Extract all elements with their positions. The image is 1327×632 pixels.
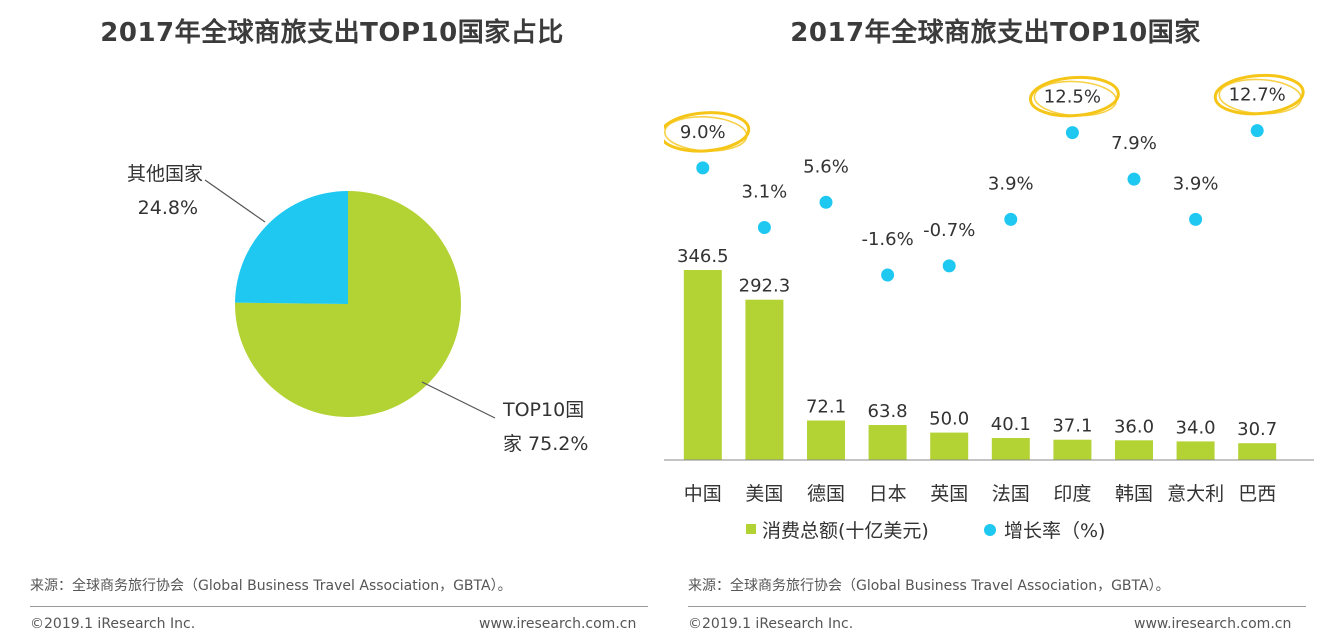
category-label-5: 法国 xyxy=(992,483,1030,505)
highlight-ring-inner-6 xyxy=(1033,80,1118,117)
category-label-6: 印度 xyxy=(1053,483,1091,505)
growth-dot-9 xyxy=(1250,124,1264,138)
growth-label-8: 3.9% xyxy=(1173,173,1219,194)
growth-dot-8 xyxy=(1189,212,1203,226)
pie-chart: TOP10国 家 75.2% 其他国家 24.8% xyxy=(127,163,588,455)
footer-divider-left xyxy=(30,606,648,607)
bar-label-9: 30.7 xyxy=(1237,419,1277,440)
pie-label-other-line2: 24.8% xyxy=(138,197,198,219)
bars xyxy=(683,270,1277,460)
bar-4 xyxy=(930,432,969,460)
bar-9 xyxy=(1238,443,1277,460)
copyright-right: ©2019.1 iResearch Inc. xyxy=(688,616,854,632)
category-label-0: 中国 xyxy=(684,483,722,505)
bar-chart: 346.5 292.3 72.1 63.8 50.0 40.1 37.1 36.0 34.0 30… xyxy=(664,73,1314,542)
bar-label-4: 50.0 xyxy=(929,409,969,430)
growth-label-4: -0.7% xyxy=(923,220,975,241)
bar-label-6: 37.1 xyxy=(1052,416,1092,437)
legend-dot-label: 增长率（%) xyxy=(1004,520,1105,542)
category-label-4: 英国 xyxy=(930,483,968,505)
pie-slice-0 xyxy=(235,191,462,417)
growth-dot-6 xyxy=(1065,126,1079,140)
category-label-2: 德国 xyxy=(807,483,845,505)
source-note-left: 来源：全球商务旅行协会（Global Business Travel Assoc… xyxy=(30,578,512,594)
category-label-1: 美国 xyxy=(745,483,783,505)
growth-dot-2 xyxy=(819,195,833,209)
pie-label-top10-line1: TOP10国 xyxy=(502,399,584,421)
growth-dot-3 xyxy=(881,268,895,282)
bar-8 xyxy=(1176,441,1215,460)
pie-slice-1 xyxy=(235,191,348,304)
growth-label-2: 5.6% xyxy=(803,156,849,177)
pie-label-other-line1: 其他国家 xyxy=(127,163,203,185)
category-label-8: 意大利 xyxy=(1167,483,1224,505)
growth-label-7: 7.9% xyxy=(1111,133,1157,154)
growth-label-6: 12.5% xyxy=(1044,87,1101,108)
bar-chart-title: 2017年全球商旅支出TOP10国家 xyxy=(790,18,1201,48)
category-label-9: 巴西 xyxy=(1238,483,1276,505)
growth-label-0: 9.0% xyxy=(680,122,726,143)
leader-line-other xyxy=(204,179,266,223)
bar-3 xyxy=(868,425,907,460)
bar-label-7: 36.0 xyxy=(1114,416,1154,437)
bar-value-labels: 346.5 292.3 72.1 63.8 50.0 40.1 37.1 36.0 34.0 30… xyxy=(677,246,1277,440)
bar-2 xyxy=(807,420,845,460)
bar-label-0: 346.5 xyxy=(677,246,729,267)
bar-5 xyxy=(991,438,1030,460)
growth-label-3: -1.6% xyxy=(861,229,913,250)
legend-dot-swatch xyxy=(984,524,996,536)
growth-value-labels: 9.0% 3.1% 5.6% -1.6% -0.7% 3.9% 12.5% 7.9% 3.9% 1… xyxy=(680,85,1286,250)
growth-dot-1 xyxy=(757,221,771,234)
highlight-circles xyxy=(664,73,1305,153)
growth-dot-4 xyxy=(942,259,956,273)
pie-slices xyxy=(235,191,462,417)
copyright-left: ©2019.1 iResearch Inc. xyxy=(30,616,196,632)
bar-label-5: 40.1 xyxy=(991,414,1031,435)
growth-dot-5 xyxy=(1004,212,1018,226)
growth-label-5: 3.9% xyxy=(988,173,1034,194)
left-panel: 2017年全球商旅支出TOP10国家占比 TOP10国 家 75.2% 其他国家… xyxy=(30,18,648,632)
bar-label-8: 34.0 xyxy=(1176,417,1216,438)
bar-6 xyxy=(1053,439,1092,460)
highlight-ring-inner-0 xyxy=(664,115,748,152)
bar-0 xyxy=(683,270,722,460)
category-label-7: 韩国 xyxy=(1115,483,1153,505)
bar-label-3: 63.8 xyxy=(868,401,908,422)
growth-label-1: 3.1% xyxy=(742,182,788,203)
legend-bar-swatch xyxy=(746,524,756,534)
category-label-3: 日本 xyxy=(869,483,907,505)
bar-label-1: 292.3 xyxy=(739,276,791,297)
bar-7 xyxy=(1115,440,1153,460)
growth-label-9: 12.7% xyxy=(1229,85,1286,106)
category-labels: 中国 美国 德国 日本 英国 法国 印度 韩国 意大利 巴西 xyxy=(684,483,1276,505)
bar-label-2: 72.1 xyxy=(806,397,846,418)
footer-divider-right xyxy=(688,606,1306,607)
website-left: www.iresearch.com.cn xyxy=(479,616,637,632)
right-panel: 2017年全球商旅支出TOP10国家 346.5 292.3 72.1 63.8 50.… xyxy=(664,0,1327,632)
leader-line-top10 xyxy=(421,381,496,419)
highlight-ring-inner-9 xyxy=(1218,78,1302,115)
website-right: www.iresearch.com.cn xyxy=(1134,616,1292,632)
bar-1 xyxy=(745,299,784,460)
legend-bar-label: 消费总额(十亿美元) xyxy=(762,520,929,542)
pie-label-top10-line2: 家 75.2% xyxy=(503,433,588,455)
source-note-right: 来源：全球商务旅行协会（Global Business Travel Assoc… xyxy=(688,578,1170,594)
growth-dot-0 xyxy=(696,161,710,175)
growth-dot-7 xyxy=(1127,172,1141,186)
growth-dots xyxy=(696,124,1264,282)
pie-chart-title: 2017年全球商旅支出TOP10国家占比 xyxy=(100,18,564,48)
